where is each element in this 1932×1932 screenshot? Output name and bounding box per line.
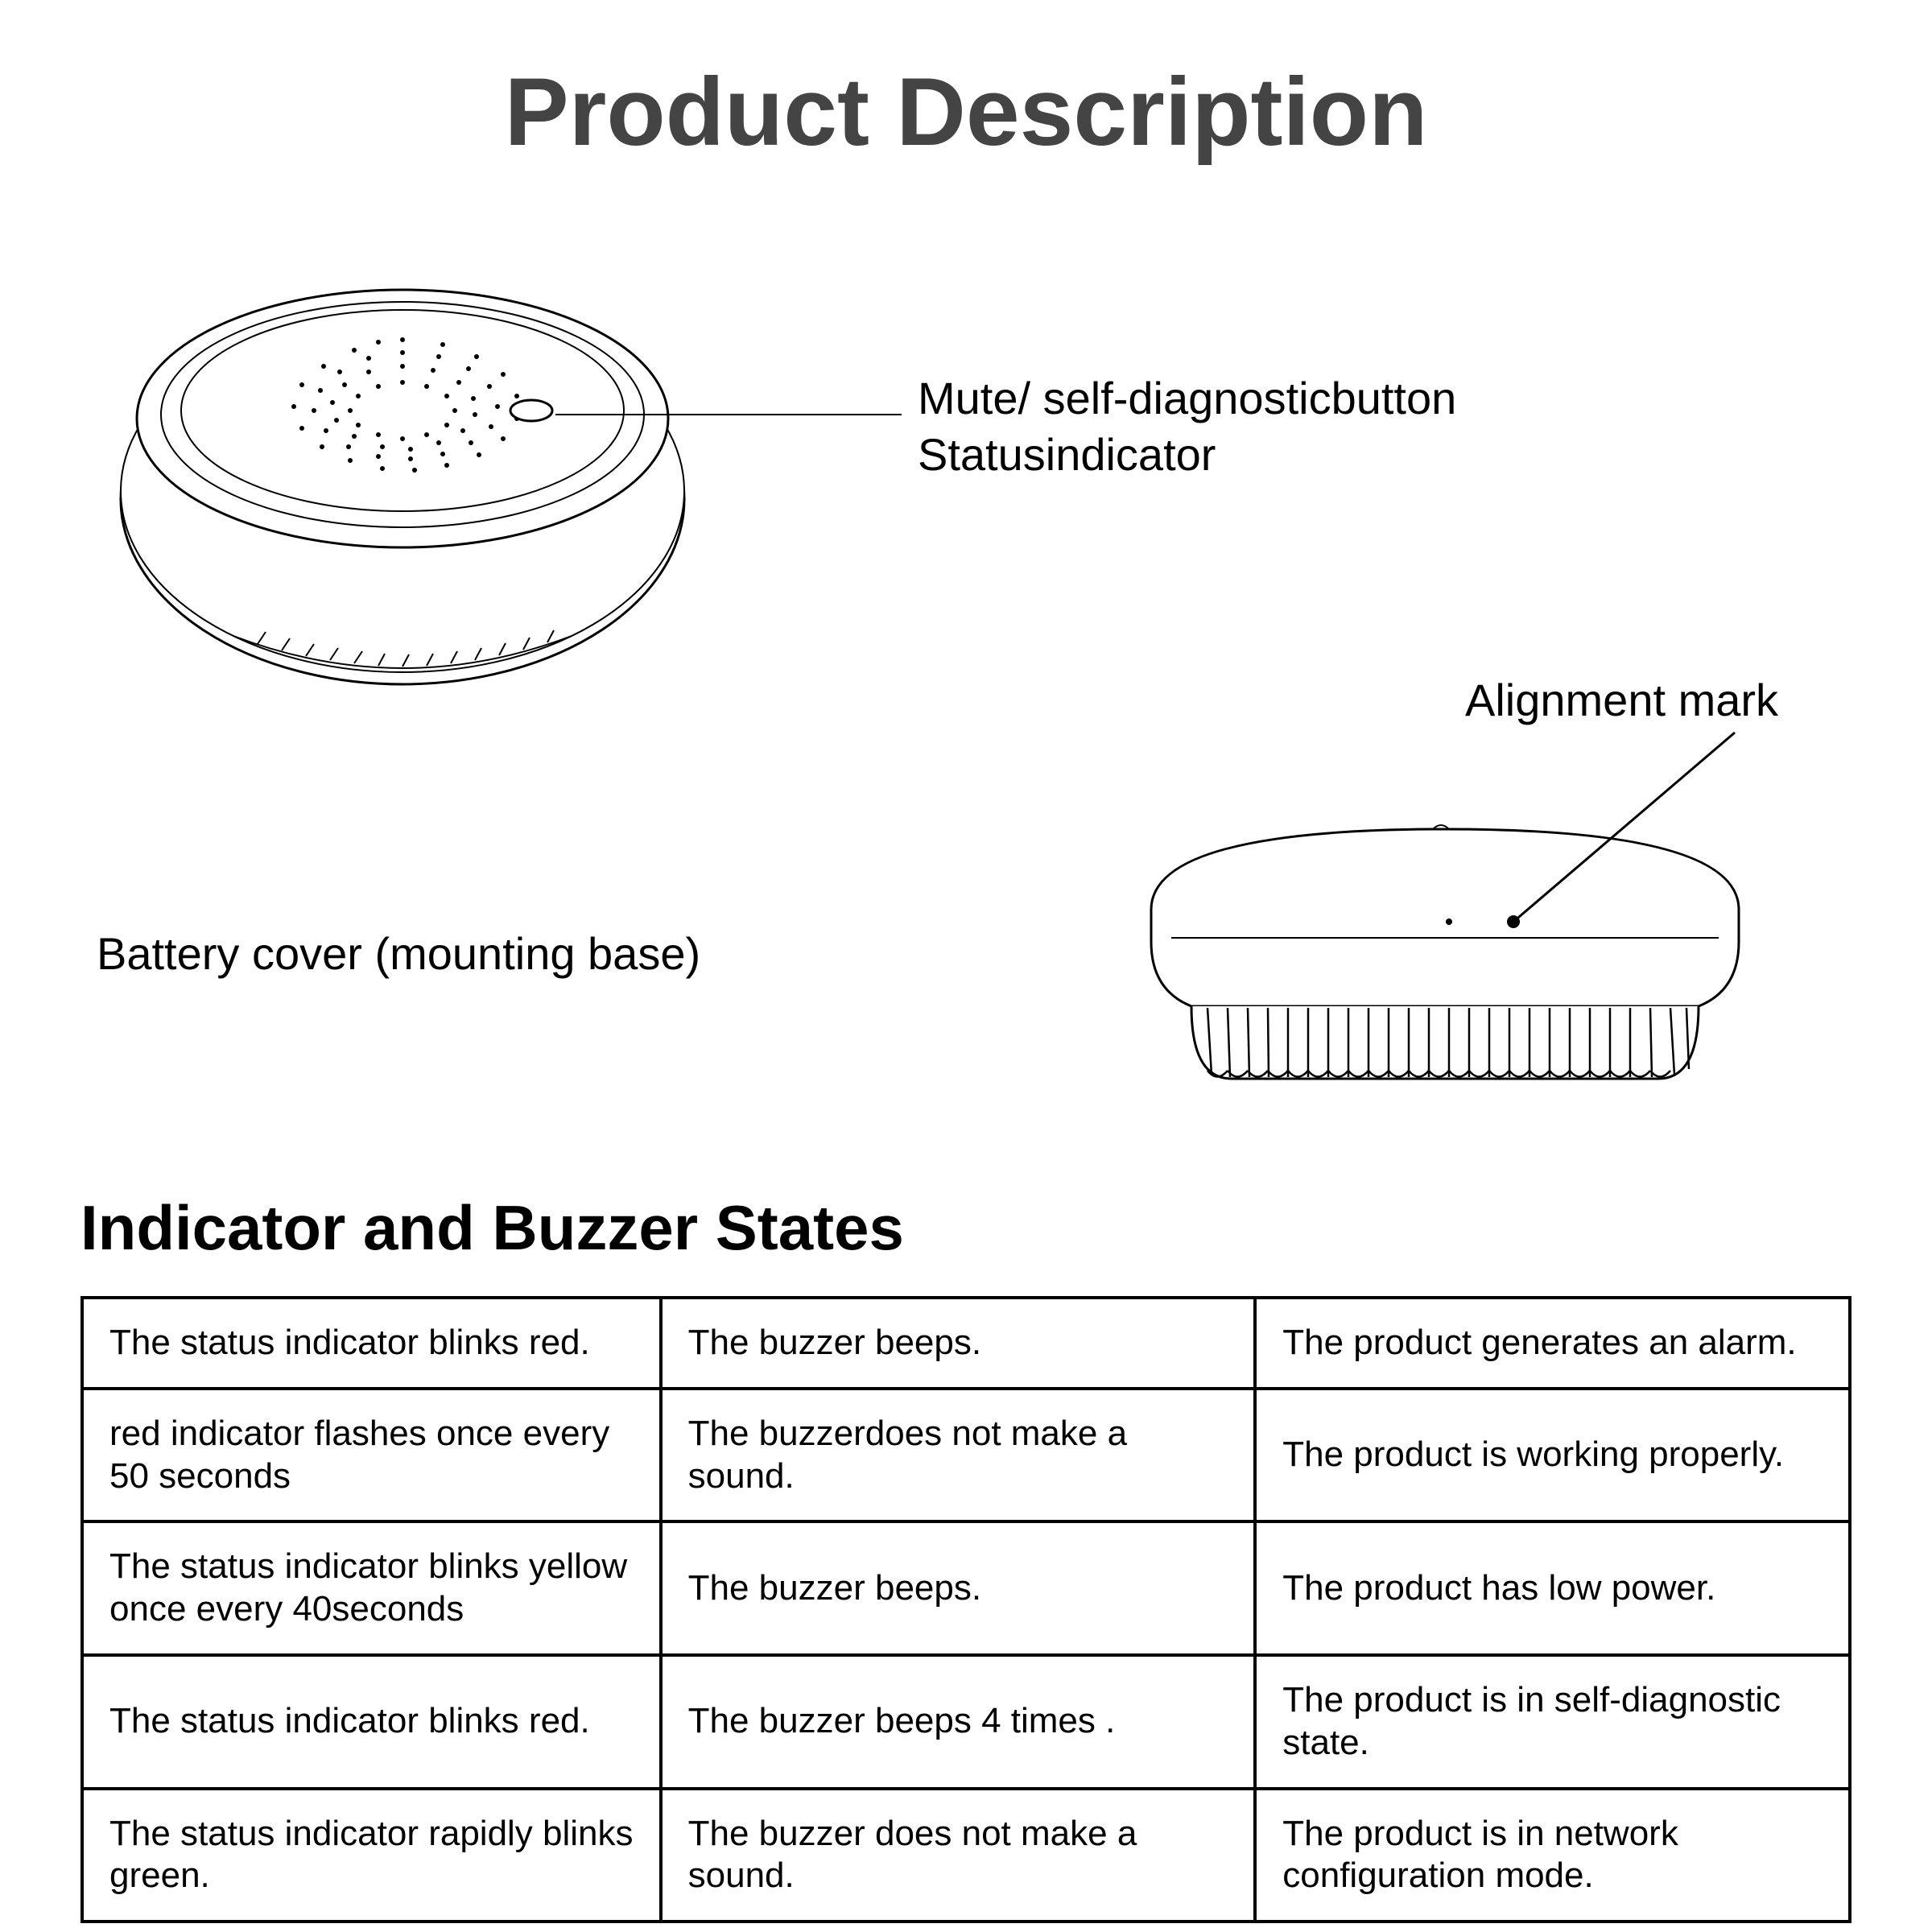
section-title: Indicator and Buzzer States — [80, 1191, 904, 1265]
cell-buzzer: The buzzer beeps 4 times . — [661, 1655, 1256, 1789]
cell-indicator: The status indicator blinks red. — [82, 1298, 661, 1389]
table-row: The status indicator blinks red. The buz… — [82, 1655, 1850, 1789]
cell-indicator: The status indicator blinks red. — [82, 1655, 661, 1789]
states-table: The status indicator blinks red. The buz… — [80, 1296, 1852, 1923]
label-battery-cover: Battery cover (mounting base) — [97, 926, 700, 982]
device-top-view — [97, 250, 708, 716]
cell-meaning: The product is in network configuration … — [1255, 1789, 1850, 1922]
cell-buzzer: The buzzerdoes not make a sound. — [661, 1389, 1256, 1522]
label-mute-button: Mute/ self-diagnosticbutton Statusindica… — [918, 370, 1456, 483]
label-mute-line1: Mute/ self-diagnosticbutton — [918, 373, 1456, 423]
cell-buzzer: The buzzer beeps. — [661, 1298, 1256, 1389]
states-table-body: The status indicator blinks red. The buz… — [82, 1298, 1850, 1922]
label-mute-line2: Statusindicator — [918, 429, 1216, 480]
cell-meaning: The product is working properly. — [1255, 1389, 1850, 1522]
diagram-area: Mute/ self-diagnosticbutton Statusindica… — [0, 225, 1932, 1030]
cell-indicator: red indicator flashes once every 50 seco… — [82, 1389, 661, 1522]
cell-meaning: The product generates an alarm. — [1255, 1298, 1850, 1389]
cell-indicator: The status indicator blinks yellow once … — [82, 1521, 661, 1655]
table-row: The status indicator blinks yellow once … — [82, 1521, 1850, 1655]
page-title: Product Description — [0, 56, 1932, 167]
leader-alignment-mark — [1509, 724, 1767, 926]
cell-buzzer: The buzzer beeps. — [661, 1521, 1256, 1655]
label-alignment-mark: Alignment mark — [1465, 672, 1778, 729]
leader-mute-button — [555, 398, 902, 431]
table-row: The status indicator blinks red. The buz… — [82, 1298, 1850, 1389]
cell-meaning: The product has low power. — [1255, 1521, 1850, 1655]
table-row: The status indicator rapidly blinks gree… — [82, 1789, 1850, 1922]
cell-indicator: The status indicator rapidly blinks gree… — [82, 1789, 661, 1922]
table-row: red indicator flashes once every 50 seco… — [82, 1389, 1850, 1522]
cell-meaning: The product is in self-diagnostic state. — [1255, 1655, 1850, 1789]
cell-buzzer: The buzzer does not make a sound. — [661, 1789, 1256, 1922]
